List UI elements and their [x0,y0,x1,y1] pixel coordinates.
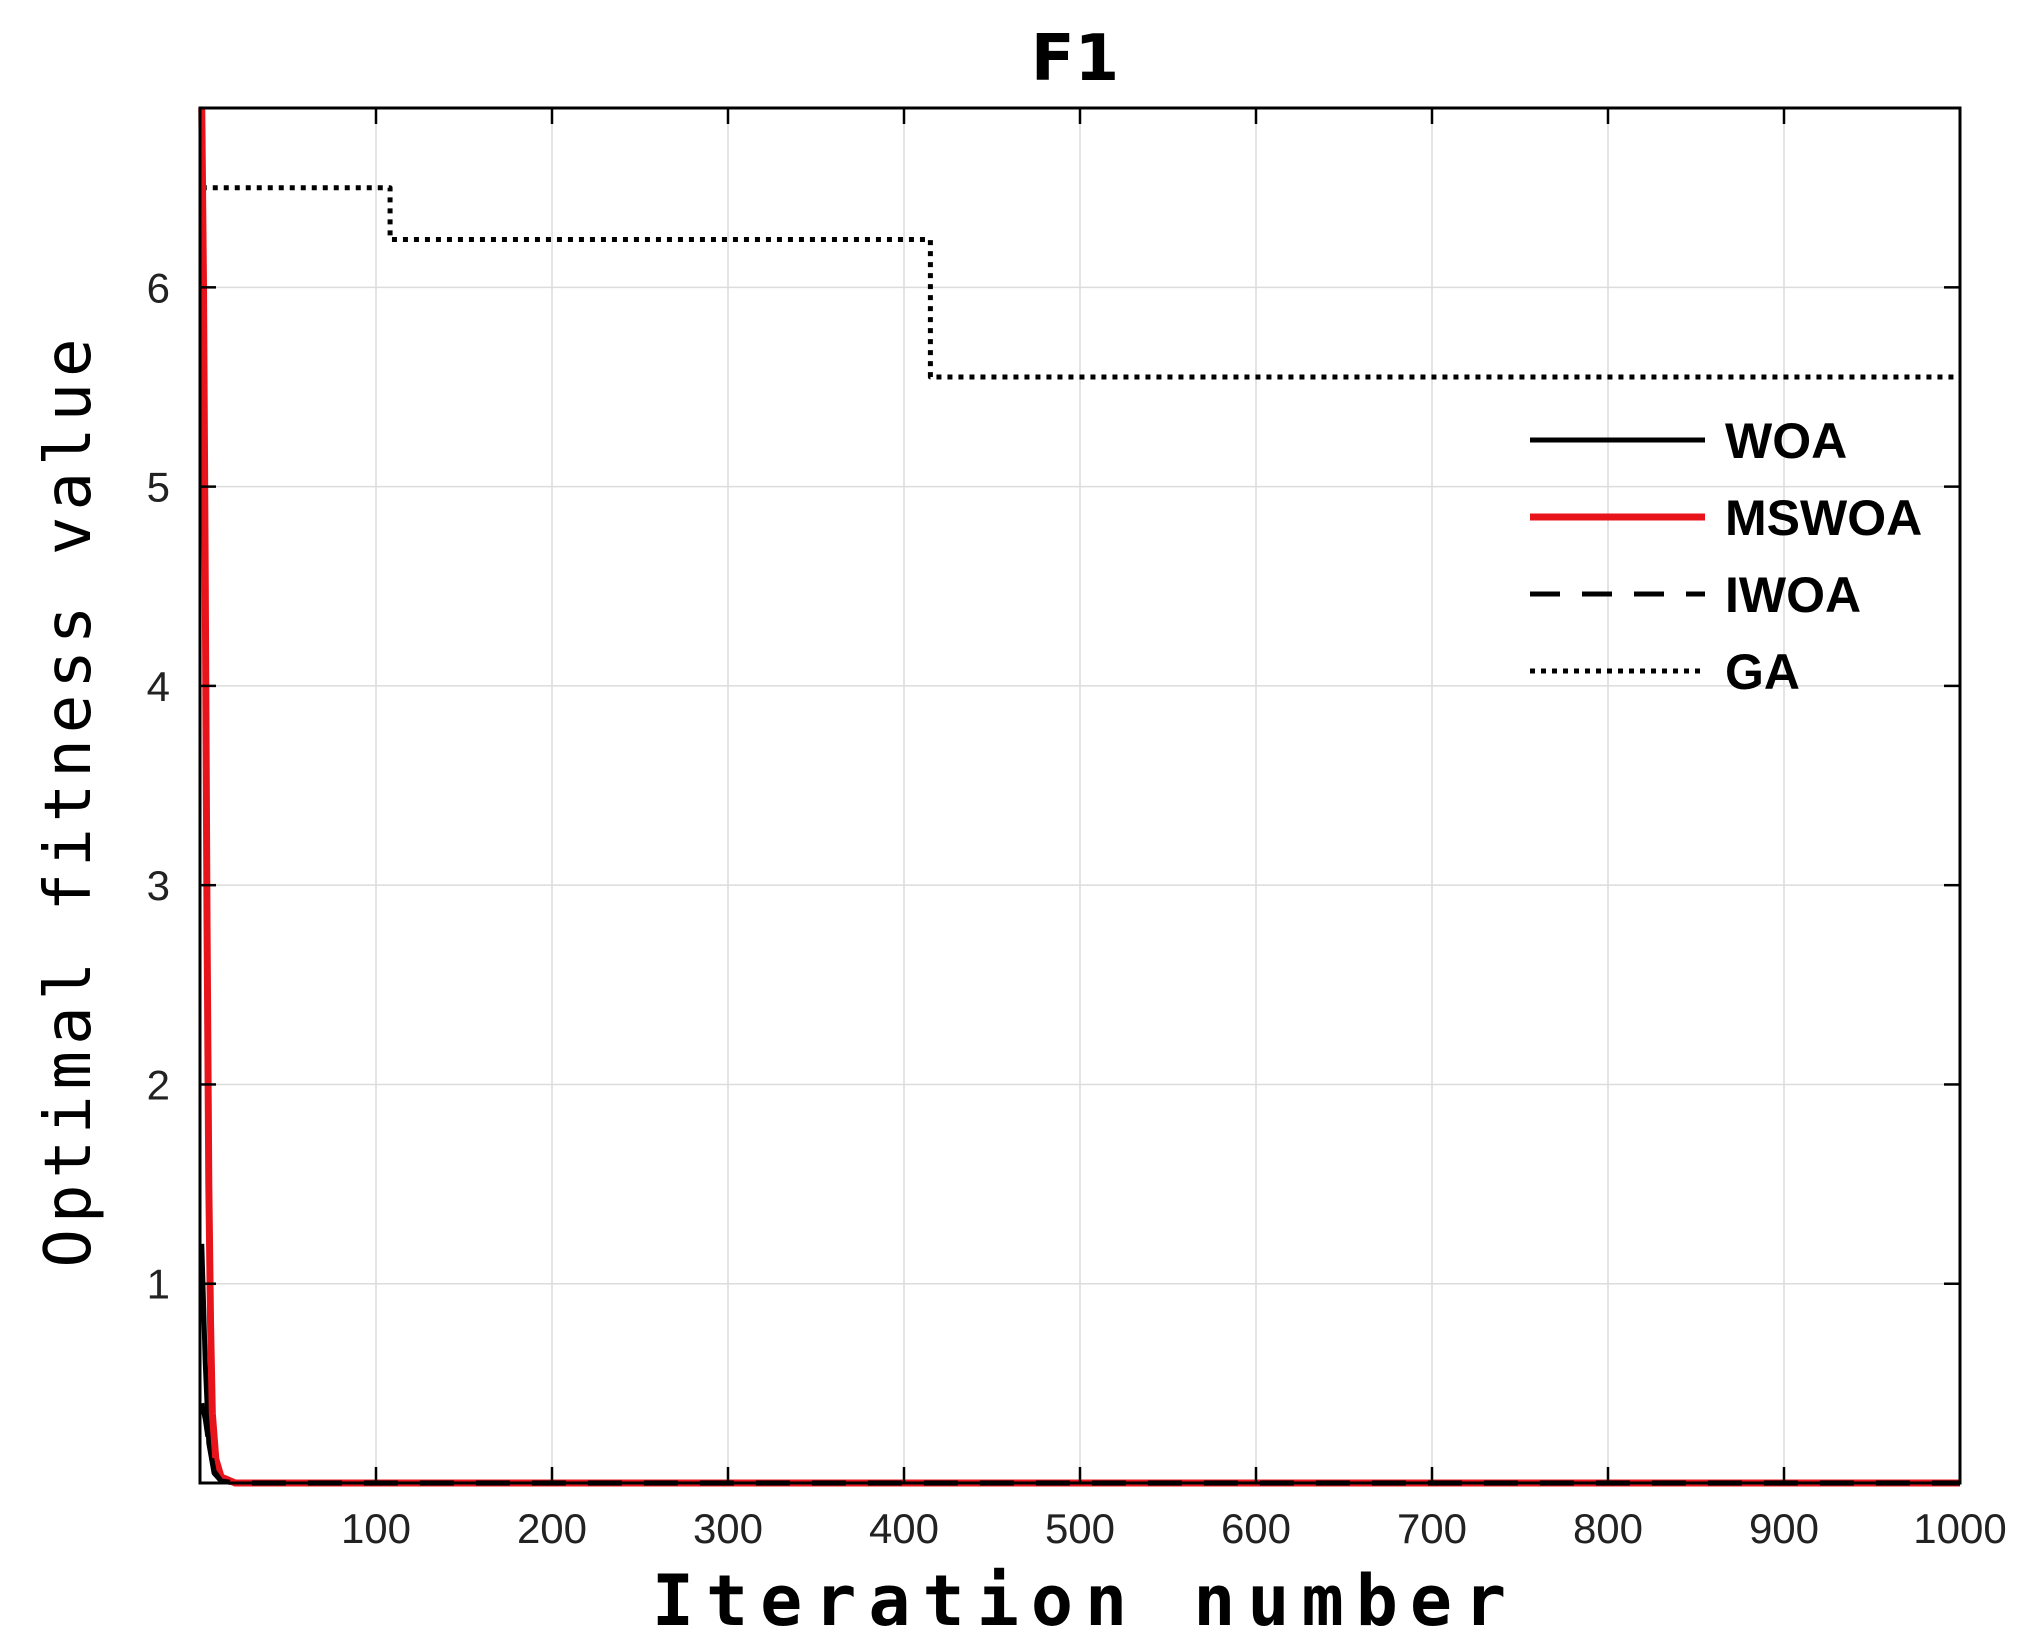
legend-label-woa: WOA [1725,413,1847,469]
x-tick-label: 600 [1221,1505,1291,1552]
x-tick-label: 500 [1045,1505,1115,1552]
x-tick-label: 800 [1573,1505,1643,1552]
legend-label-iwoa: IWOA [1725,567,1861,623]
plot-area: 100 200 300 400 500 600 700 800 900 1000 1 2 3 4 5 6 [147,106,2007,1552]
x-tick-label: 1000 [1913,1505,2006,1552]
x-tick-label: 700 [1397,1505,1467,1552]
chart-title: F1 [1031,22,1119,96]
legend-label-mswoa: MSWOA [1725,490,1922,546]
legend: WOA MSWOA IWOA GA [1530,413,1922,700]
y-tick-label: 1 [147,1261,170,1308]
x-tick-label: 400 [869,1505,939,1552]
x-tick-label: 300 [693,1505,763,1552]
series-line-ga [201,185,1960,380]
y-tick-label: 2 [147,1061,170,1108]
x-tick-label: 100 [341,1505,411,1552]
y-tick-label: 6 [147,264,170,311]
x-tick-label: 900 [1749,1505,1819,1552]
legend-label-ga: GA [1725,644,1800,700]
y-axis-label: Optimal fitness value [32,332,106,1267]
series-line-iwoa [199,1402,1960,1486]
y-tick-label: 5 [147,464,170,511]
x-axis-label: Iteration number [652,1560,1518,1642]
y-tick-label: 4 [147,663,170,710]
x-tick-label: 200 [517,1505,587,1552]
y-tick-label: 3 [147,862,170,909]
tick-group: 100 200 300 400 500 600 700 800 900 1000 1 2 3 4 5 6 [147,108,2007,1552]
